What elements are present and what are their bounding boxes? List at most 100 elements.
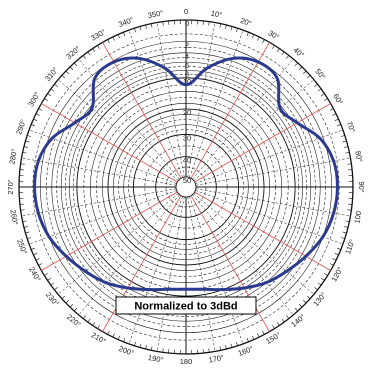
outer-tick-204 <box>117 335 120 340</box>
outer-tick-226 <box>65 300 69 304</box>
outer-tick-232 <box>54 287 58 291</box>
angle-tick-label: 50° <box>313 67 327 81</box>
spoke-200 <box>128 196 183 345</box>
angle-tick-label: 60° <box>331 92 344 106</box>
outer-tick-76 <box>344 146 349 148</box>
spoke-220 <box>78 194 180 316</box>
outer-tick-82 <box>347 163 352 165</box>
spoke-140 <box>192 194 294 316</box>
outer-tick-172 <box>208 348 210 353</box>
angle-tick-label: 340° <box>117 15 135 29</box>
outer-tick-312 <box>61 75 66 79</box>
outer-tick-202 <box>123 338 126 342</box>
outer-tick-116 <box>332 258 337 261</box>
outer-tick-292 <box>31 124 35 127</box>
spoke-grid <box>19 20 353 354</box>
outer-tick-278 <box>20 163 25 165</box>
outer-tick-212 <box>97 325 100 329</box>
outer-tick-194 <box>145 345 147 350</box>
angle-tick-label: 70° <box>345 120 357 134</box>
outer-tick-72 <box>340 135 345 137</box>
outer-tick-142 <box>286 315 290 319</box>
outer-tick-158 <box>246 338 249 342</box>
outer-tick-106 <box>342 231 347 234</box>
outer-tick-12 <box>219 23 222 28</box>
outer-tick-154 <box>257 333 260 338</box>
outer-tick-22 <box>246 32 249 36</box>
outer-tick-254 <box>25 231 30 234</box>
outer-tick-38 <box>286 55 290 59</box>
angle-tick-label: 200° <box>117 344 135 358</box>
outer-tick-192 <box>150 346 153 351</box>
spoke-190 <box>156 196 185 352</box>
outer-tick-256 <box>23 226 28 228</box>
outer-tick-118 <box>329 263 334 266</box>
outer-tick-34 <box>276 48 280 53</box>
annotation-text: Normalized to 3dBd <box>134 301 237 313</box>
spoke-20 <box>189 29 244 178</box>
angle-tick-label: 30° <box>267 28 281 41</box>
outer-tick-24 <box>252 34 255 39</box>
angle-tick-label: 160° <box>237 344 255 358</box>
ring-tick-label: 2 <box>185 40 189 49</box>
outer-tick-288 <box>27 135 32 137</box>
outer-tick-64 <box>332 113 337 116</box>
ring-tick-label: 30 <box>183 133 191 142</box>
outer-tick-48 <box>306 75 311 79</box>
outer-tick-148 <box>272 325 275 329</box>
outer-tick-168 <box>219 346 222 351</box>
angle-tick-label: 170° <box>208 353 225 365</box>
outer-tick-216 <box>87 318 91 323</box>
outer-tick-196 <box>139 343 142 348</box>
ring-tick-label: 10 <box>183 77 191 86</box>
outer-tick-248 <box>31 247 35 250</box>
spoke-30 <box>190 42 270 179</box>
pattern-series <box>33 56 339 292</box>
angle-tick-label: 180 <box>180 357 193 366</box>
outer-tick-344 <box>139 26 142 31</box>
angle-tick-label: 260° <box>8 209 20 226</box>
outer-tick-284 <box>23 146 28 148</box>
angle-tick-label: 130° <box>311 290 328 308</box>
spoke-170 <box>187 196 216 352</box>
outer-tick-102 <box>345 220 350 223</box>
outer-tick-262 <box>20 209 25 211</box>
spoke-340 <box>128 29 183 178</box>
outer-tick-36 <box>281 51 285 56</box>
outer-tick-56 <box>320 93 325 97</box>
angle-tick-label: 100 <box>352 210 363 224</box>
outer-tick-246 <box>33 253 38 256</box>
outer-tick-14 <box>225 24 227 29</box>
ring-tick-label: 6 <box>185 61 189 70</box>
spoke-260 <box>21 188 177 217</box>
outer-tick-8 <box>208 21 210 26</box>
outer-tick-66 <box>334 118 339 121</box>
outer-tick-54 <box>317 88 322 92</box>
outer-tick-28 <box>262 39 265 44</box>
outer-tick-152 <box>262 330 265 335</box>
outer-tick-166 <box>225 345 227 350</box>
ring-tick-label: 8 <box>185 69 189 78</box>
angle-tick-label: 90° <box>357 181 366 192</box>
spoke-350 <box>156 22 185 178</box>
outer-tick-302 <box>44 98 48 101</box>
outer-tick-52 <box>314 83 318 87</box>
outer-tick-238 <box>44 273 48 276</box>
outer-tick-258 <box>22 220 27 223</box>
angle-tick-label: 220° <box>65 312 83 329</box>
ring-tick-label: 20 <box>183 108 191 117</box>
spoke-50 <box>193 79 315 181</box>
outer-tick-144 <box>281 318 285 323</box>
outer-tick-98 <box>347 209 352 211</box>
outer-tick-324 <box>87 51 91 56</box>
outer-tick-78 <box>345 151 350 154</box>
outer-tick-352 <box>162 21 164 26</box>
angle-tick-label: 300° <box>26 90 42 108</box>
angle-tick-label: 10° <box>210 9 223 20</box>
outer-tick-348 <box>150 23 153 28</box>
outer-tick-74 <box>342 140 347 143</box>
outer-tick-134 <box>303 300 307 304</box>
angle-tick-label: 0 <box>184 7 188 16</box>
